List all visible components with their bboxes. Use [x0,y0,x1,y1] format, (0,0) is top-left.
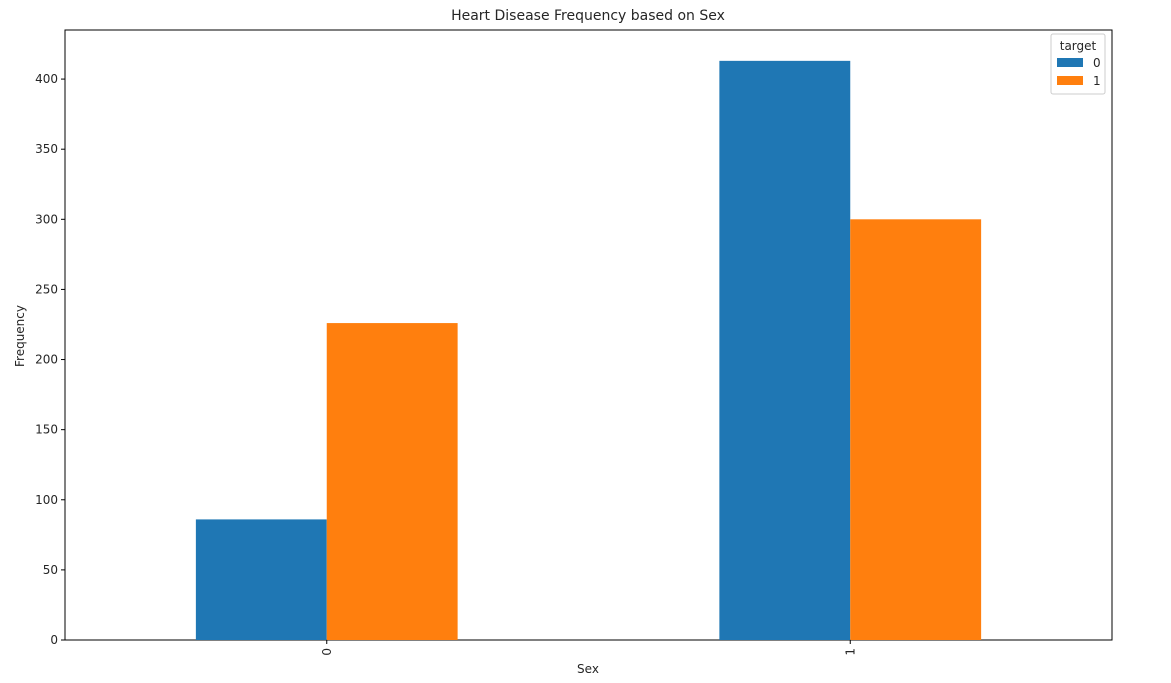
plot-area [64,29,1113,641]
bars-group [195,60,982,640]
x-tick-label: 1 [843,648,857,656]
plot-frame [64,29,1113,641]
chart-title: Heart Disease Frequency based on Sex [451,8,725,24]
legend-title: target [1060,39,1097,53]
legend-swatch-1 [1057,76,1083,85]
bar-0-series-1 [326,323,458,640]
legend-label-1: 1 [1093,74,1101,88]
y-tick-label: 200 [35,353,58,367]
y-tick-label: 350 [35,142,58,156]
bar-1-series-0 [719,60,851,640]
y-axis-title: Frequency [13,305,27,367]
legend-label-0: 0 [1093,56,1101,70]
legend: target 0 1 [1050,33,1106,95]
x-axis-title: Sex [577,662,599,676]
bar-1-series-1 [850,219,982,640]
x-tick-label: 0 [320,648,334,656]
legend-swatch-0 [1057,58,1083,67]
y-tick-label: 0 [50,633,58,647]
y-tick-label: 300 [35,212,58,226]
y-tick-label: 50 [43,563,58,577]
y-tick-label: 400 [35,72,58,86]
y-axis: 0 50 100 150 200 250 300 350 400 [35,72,65,647]
bar-0-series-0 [195,519,327,640]
y-tick-label: 150 [35,423,58,437]
y-tick-label: 100 [35,493,58,507]
y-tick-label: 250 [35,282,58,296]
